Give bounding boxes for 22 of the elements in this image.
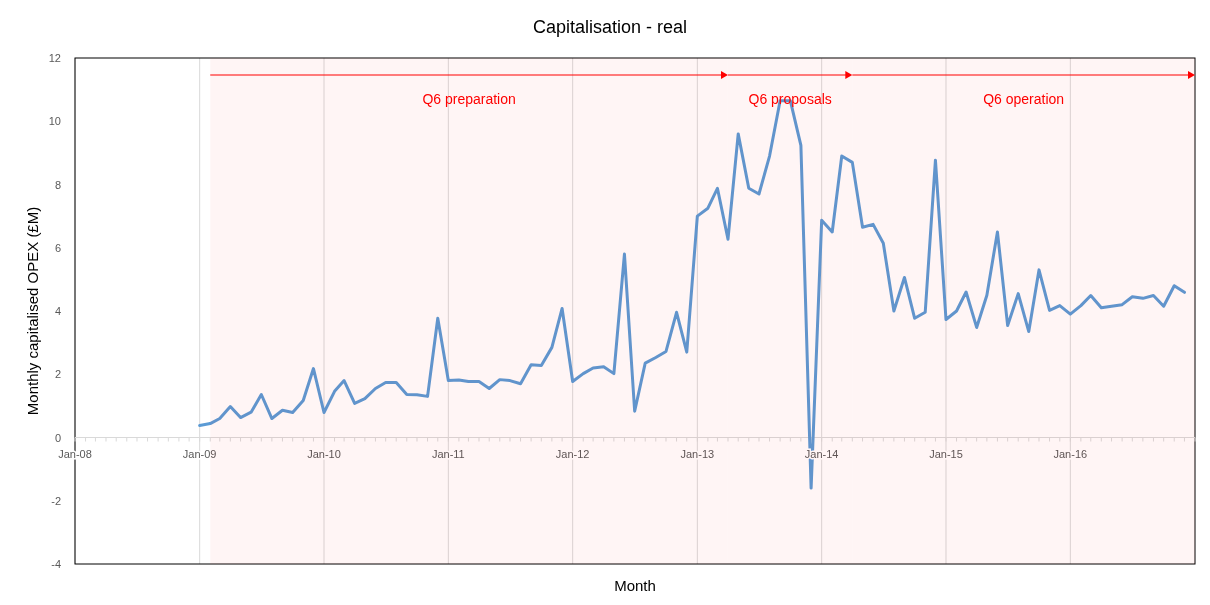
- x-tick-label: Jan-11: [431, 447, 465, 460]
- band-label: Q6 preparation: [422, 91, 516, 107]
- band-label: Q6 operation: [983, 91, 1065, 107]
- y-tick-label: 8: [54, 178, 61, 191]
- y-tick-label: 2: [54, 368, 61, 381]
- y-tick-label: 4: [54, 305, 61, 317]
- x-tick-label: Jan-09: [182, 447, 217, 460]
- band-label: Q6 proposals: [748, 91, 832, 107]
- x-tick-label: Jan-16: [1053, 447, 1088, 460]
- x-axis-title: Month: [614, 577, 656, 594]
- x-tick-label: Jan-12: [555, 447, 590, 460]
- y-tick-label: 0: [54, 431, 61, 444]
- y-tick-label: 12: [48, 52, 61, 64]
- x-tick-label: Jan-15: [929, 447, 963, 460]
- chart-title: Capitalisation - real: [532, 17, 688, 37]
- x-tick-label: Jan-10: [307, 447, 341, 460]
- y-tick-label: -2: [51, 494, 61, 507]
- y-tick-label: 6: [54, 241, 61, 254]
- y-tick-label: 10: [48, 115, 61, 128]
- y-tick-label: -4: [51, 558, 61, 570]
- y-axis-title: Monthly capitalised OPEX (£M): [24, 206, 41, 416]
- x-tick-label: Jan-13: [680, 447, 715, 460]
